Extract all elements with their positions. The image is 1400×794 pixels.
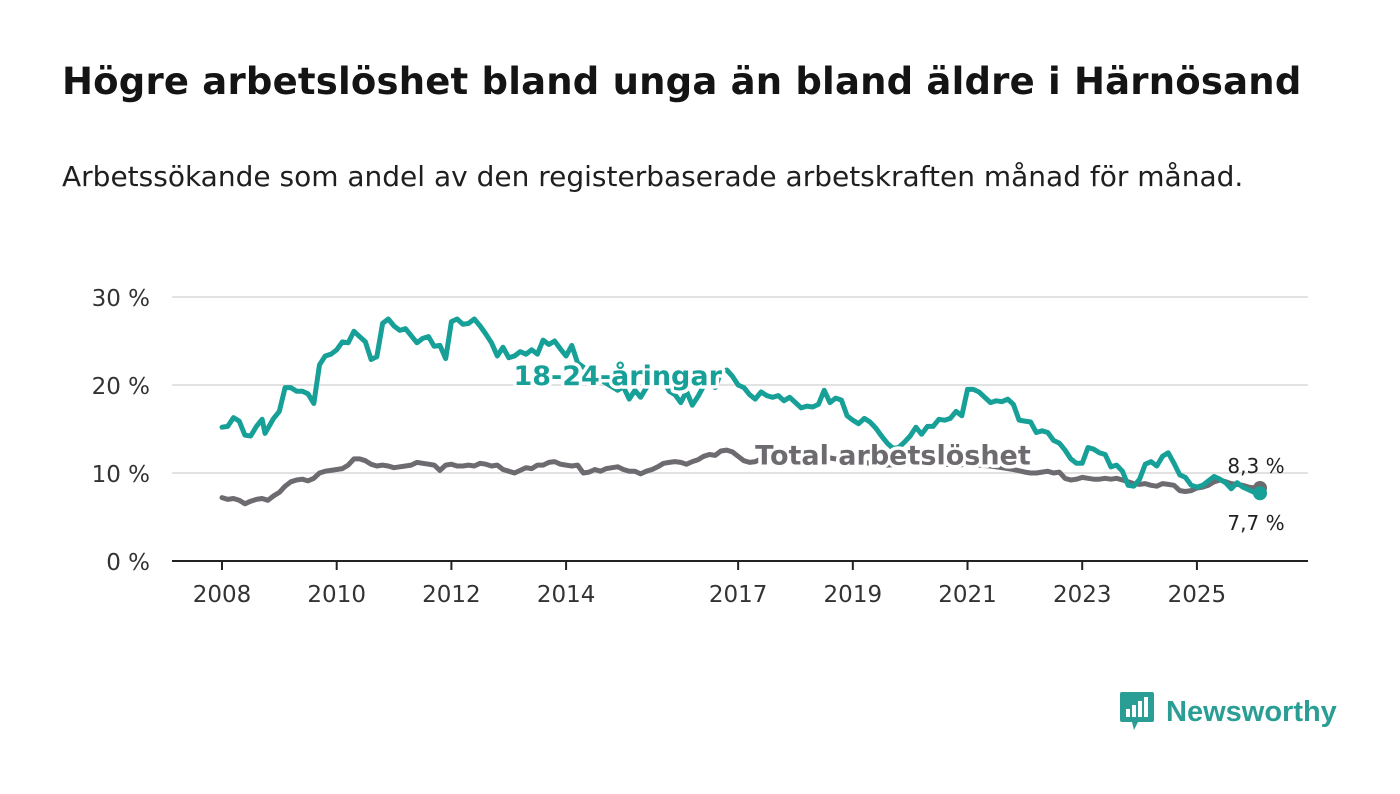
brand-name: Newsworthy [1166,695,1337,728]
series-lines [219,316,1267,507]
x-tick-label: 2017 [709,582,768,608]
brand-logo[interactable]: Newsworthy [1118,690,1337,734]
x-axis-ticks: 2008 2010 2012 2014 2017 2019 2021 2023 2025 [193,561,1226,608]
series-labels: 8,3 % 7,7 % 18-24-åringar Total arbetslöshe… [510,357,1285,536]
x-tick-label: 2014 [537,582,596,608]
y-tick-label: 30 % [92,286,150,312]
y-tick-label: 10 % [92,462,150,488]
series-line-youth [219,316,1263,496]
end-label-youth: 7,7 % [1227,511,1284,535]
y-axis-ticks: 0 % 10 % 20 % 30 % [92,286,150,576]
x-tick-label: 2008 [193,582,252,608]
series-label-total: Total arbetslöshet [755,440,1031,471]
end-label-total: 8,3 % [1227,454,1284,478]
x-tick-label: 2012 [422,582,481,608]
y-tick-label: 20 % [92,374,150,400]
page-title: Högre arbetslöshet bland unga än bland ä… [62,60,1302,103]
x-tick-label: 2019 [824,582,883,608]
y-tick-label: 0 % [106,550,150,576]
newsworthy-logo-icon [1120,692,1154,730]
chart-subtitle: Arbetssökande som andel av den registerb… [62,160,1244,193]
gridlines [172,296,1308,562]
series-line-total [219,447,1263,507]
x-tick-label: 2010 [307,582,366,608]
x-tick-label: 2023 [1053,582,1112,608]
x-tick-label: 2025 [1168,582,1227,608]
x-tick-label: 2021 [938,582,997,608]
series-end-point [1253,486,1267,501]
series-label-youth: 18-24-åringar [513,360,722,392]
